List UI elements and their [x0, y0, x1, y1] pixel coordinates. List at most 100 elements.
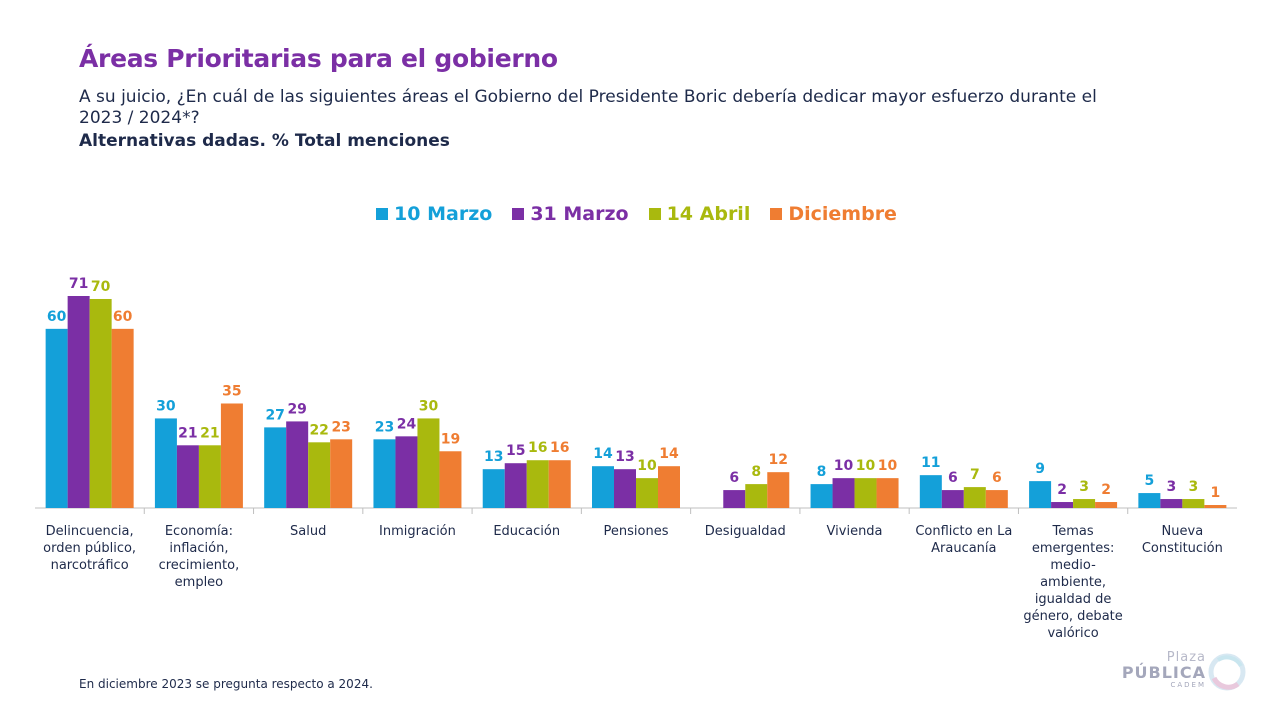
logo-swirl-icon — [1208, 653, 1246, 691]
data-label: 2 — [1101, 482, 1111, 498]
bar — [482, 469, 505, 508]
data-label: 30 — [419, 398, 439, 414]
category-label: igualdad de — [1035, 592, 1112, 607]
bar — [89, 298, 112, 508]
data-label: 1 — [1210, 485, 1220, 501]
legend-item: 10 Marzo — [376, 203, 492, 225]
legend-swatch — [376, 208, 389, 220]
bar — [220, 403, 243, 508]
bar — [614, 469, 636, 508]
bar — [963, 487, 986, 508]
plaza-publica-logo: Plaza PÚBLICA CADEM — [1122, 650, 1246, 695]
category-label: Pensiones — [604, 524, 669, 539]
data-label: 7 — [970, 467, 980, 483]
category-label: emergentes: — [1032, 541, 1115, 556]
category-label: Desigualdad — [705, 524, 786, 539]
data-label: 30 — [156, 398, 176, 414]
category-label: Economía: — [165, 524, 233, 539]
data-label: 21 — [200, 425, 219, 441]
legend-label: 10 Marzo — [394, 203, 493, 225]
data-label: 23 — [331, 419, 350, 435]
legend-item: Diciembre — [770, 203, 897, 225]
category-label: narcotráfico — [51, 558, 129, 573]
bar — [1073, 499, 1096, 508]
legend-swatch — [512, 208, 525, 220]
category-label: empleo — [175, 575, 224, 590]
logo-line-1: Plaza — [1166, 650, 1206, 665]
legend-label: 14 Abril — [666, 203, 751, 225]
bar — [264, 427, 287, 508]
data-label: 21 — [178, 425, 197, 441]
category-label: Educación — [493, 524, 560, 539]
bar — [919, 475, 942, 508]
bar — [592, 466, 614, 508]
bar — [154, 418, 177, 508]
data-label: 27 — [265, 407, 284, 423]
data-label: 24 — [397, 416, 417, 432]
data-label: 71 — [69, 276, 88, 292]
data-label: 10 — [834, 458, 854, 474]
category-label: Salud — [290, 524, 326, 539]
data-label: 60 — [47, 309, 67, 325]
legend-item: 14 Abril — [648, 203, 751, 225]
logo-line-2: PÚBLICA — [1121, 663, 1206, 682]
bar — [810, 484, 833, 508]
data-label: 10 — [878, 458, 898, 474]
data-label: 22 — [309, 422, 328, 438]
data-label: 10 — [856, 458, 876, 474]
data-label: 16 — [550, 440, 569, 456]
data-label: 3 — [1188, 479, 1198, 495]
legend-label: 31 Marzo — [530, 203, 629, 225]
data-label: 19 — [441, 431, 460, 447]
bar — [1029, 481, 1052, 508]
bar — [176, 445, 199, 508]
category-label: Araucanía — [931, 541, 996, 556]
bar — [504, 463, 527, 508]
footnote: En diciembre 2023 se pregunta respecto a… — [79, 677, 373, 691]
bar — [286, 421, 309, 508]
bar — [832, 478, 855, 508]
data-label: 6 — [948, 470, 958, 486]
bar — [636, 478, 658, 508]
bar — [330, 439, 353, 508]
data-label: 70 — [91, 279, 111, 295]
data-label: 5 — [1144, 473, 1154, 489]
bar — [1095, 502, 1118, 508]
data-label: 9 — [1035, 461, 1045, 477]
data-label: 12 — [769, 452, 788, 468]
bar — [767, 472, 790, 508]
chart-question: A su juicio, ¿En cuál de las siguientes … — [79, 87, 1097, 128]
legend-swatch — [648, 208, 661, 220]
bar — [941, 490, 964, 508]
chart-title: Áreas Prioritarias para el gobierno — [79, 44, 558, 73]
category-label: Vivienda — [827, 524, 883, 539]
data-label: 14 — [593, 446, 613, 462]
bar — [876, 478, 899, 508]
bar — [45, 328, 68, 508]
category-label: género, debate — [1023, 609, 1122, 624]
bar — [1160, 499, 1183, 508]
data-label: 23 — [375, 419, 394, 435]
category-label: Delincuencia, — [46, 524, 134, 539]
data-label: 8 — [751, 464, 761, 480]
bar — [526, 460, 549, 508]
data-label: 16 — [528, 440, 547, 456]
bar — [395, 436, 418, 508]
data-label: 14 — [659, 446, 679, 462]
category-label: Temas — [1052, 524, 1094, 539]
category-label: Nueva — [1162, 524, 1204, 539]
data-label: 15 — [506, 443, 525, 459]
category-label: inflación, — [169, 541, 228, 556]
bar — [1182, 499, 1205, 508]
legend-item: 31 Marzo — [512, 203, 629, 225]
data-label: 10 — [637, 458, 657, 474]
data-label: 35 — [222, 383, 241, 399]
bar — [1138, 493, 1161, 508]
bar — [373, 439, 396, 508]
category-label: medio- — [1050, 558, 1096, 573]
data-label: 3 — [1079, 479, 1089, 495]
category-label: valórico — [1047, 626, 1098, 641]
data-label: 8 — [817, 464, 827, 480]
data-label: 6 — [992, 470, 1002, 486]
